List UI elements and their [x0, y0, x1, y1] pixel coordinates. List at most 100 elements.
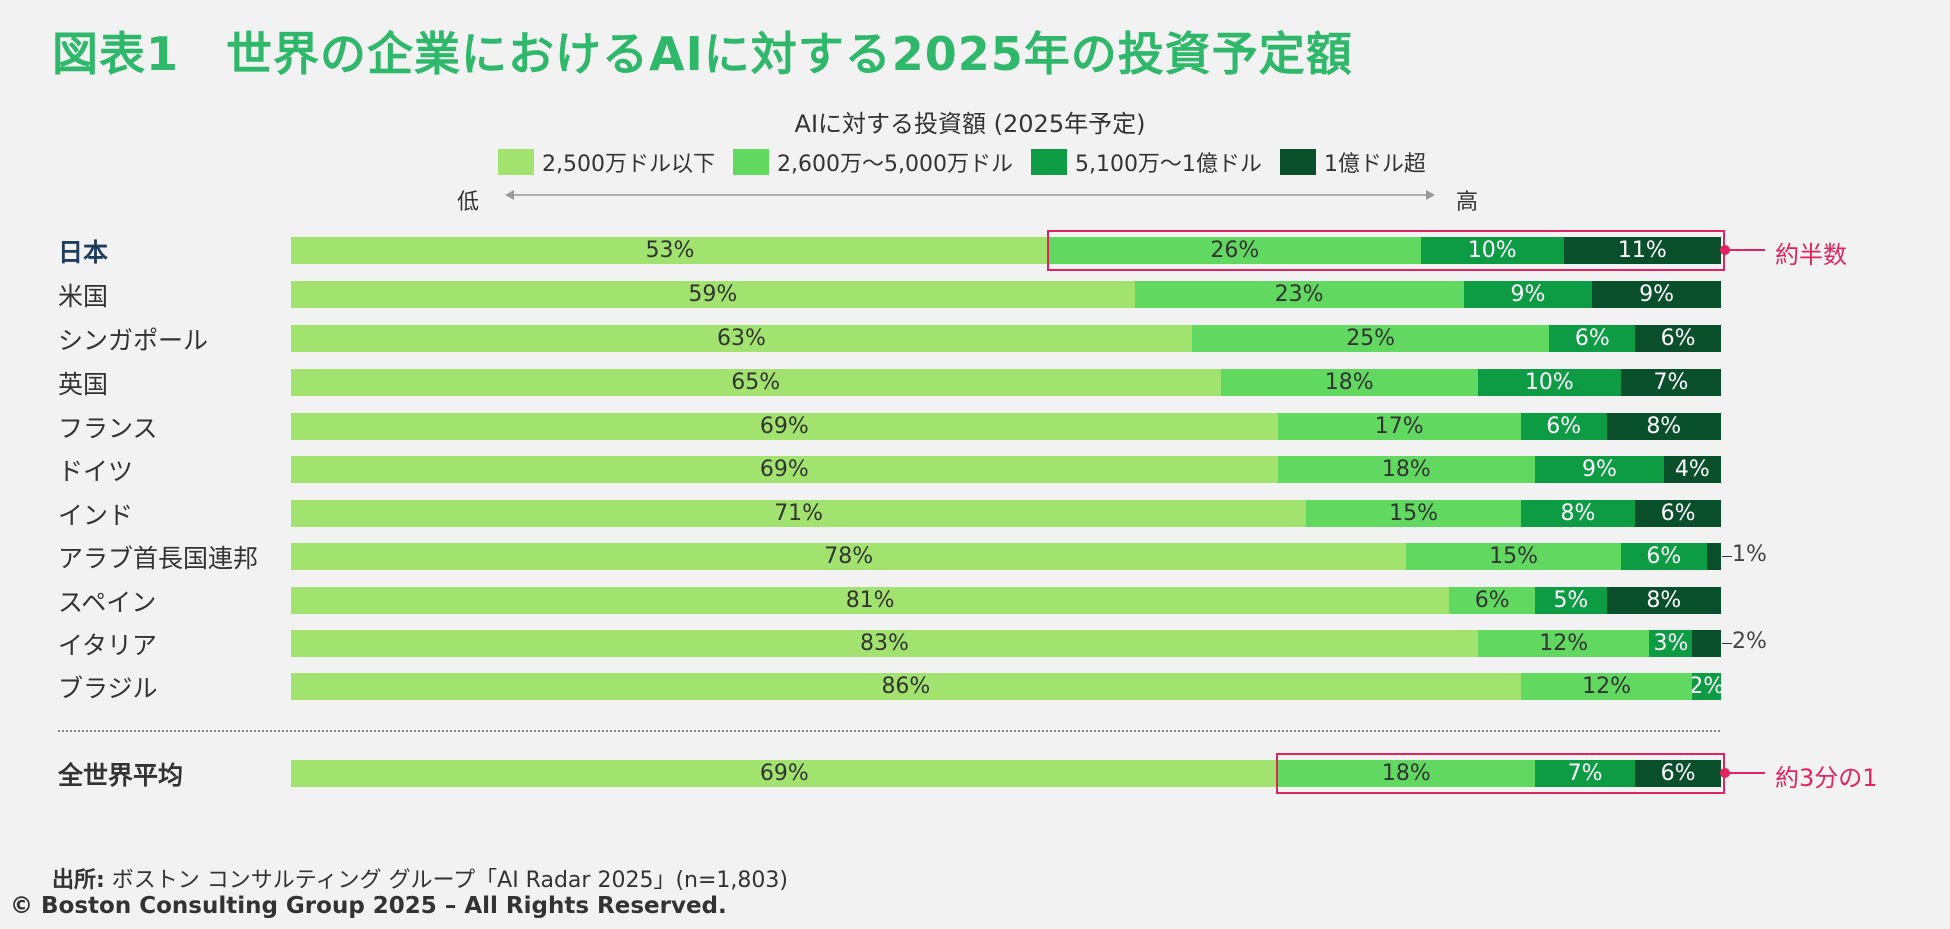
bar-value-label: 6% — [1660, 326, 1696, 351]
source-text: ボストン コンサルティング グループ「AI Radar 2025」(n=1,80… — [104, 868, 788, 893]
legend-item: 5,100万～1億ドル — [1030, 146, 1262, 178]
bar-value-label: 71% — [774, 501, 824, 526]
legend-label: 2,500万ドル以下 — [542, 152, 715, 177]
copyright: © Boston Consulting Group 2025 – All Rig… — [10, 893, 727, 919]
bar-segment: 25% — [1191, 325, 1550, 352]
bar-segment — [1706, 543, 1721, 570]
bar-row: 65% 18% 10% 7% — [291, 369, 1721, 396]
bar-segment: 23% — [1134, 281, 1464, 308]
bar-value-label: 9% — [1581, 457, 1617, 482]
bar-segment: 83% — [291, 630, 1478, 657]
bar-value-label: 9% — [1510, 282, 1546, 307]
bar-segment: 86% — [291, 673, 1521, 700]
legend-label: 1億ドル超 — [1323, 152, 1426, 177]
callout-text: 約3分の1 — [1775, 764, 1878, 792]
bar-value-label: 23% — [1274, 282, 1324, 307]
bar-value-label: 10% — [1467, 238, 1517, 263]
bar-segment: 11% — [1563, 237, 1721, 264]
bar-value-label: 7% — [1567, 761, 1603, 786]
bar-value-label-outside: 1% — [1732, 542, 1767, 567]
bar-segment: 78% — [291, 543, 1407, 570]
bar-value-label: 7% — [1653, 370, 1689, 395]
highlight-box — [1275, 753, 1725, 794]
bar-value-label: 4% — [1674, 457, 1710, 482]
bar-row: 81% 6% 5% 8% — [291, 587, 1721, 614]
bar-segment: 26% — [1048, 237, 1421, 264]
bar-value-label: 78% — [824, 544, 874, 569]
category-label: 英国 — [58, 370, 109, 399]
category-label: ドイツ — [58, 457, 134, 486]
bar-segment: 69% — [291, 760, 1278, 787]
category-label: ブラジル — [58, 674, 158, 703]
bar-segment: 12% — [1520, 673, 1693, 700]
bar-value-label: 86% — [881, 674, 931, 699]
bar-value-label: 15% — [1489, 544, 1539, 569]
bar-segment: 17% — [1277, 413, 1521, 440]
legend-swatch — [1279, 149, 1316, 175]
bar-segment: 69% — [291, 456, 1278, 483]
callout-text: 約半数 — [1775, 241, 1847, 269]
bar-segment: 59% — [291, 281, 1135, 308]
category-label: フランス — [58, 414, 158, 443]
bar-segment: 6% — [1635, 325, 1721, 352]
bar-segment: 12% — [1477, 630, 1650, 657]
bar-segment: 10% — [1477, 369, 1621, 396]
callout-line — [1725, 249, 1765, 251]
bar-value-label: 53% — [645, 238, 695, 263]
category-label: シンガポール — [58, 326, 209, 355]
bar-value-label: 6% — [1646, 544, 1682, 569]
divider — [58, 730, 1720, 732]
category-label: イタリア — [58, 631, 158, 660]
bar-segment: 7% — [1620, 369, 1721, 396]
leader-tick — [1722, 556, 1732, 557]
bar-segment: 4% — [1663, 456, 1721, 483]
bar-row: 78% 15% 6% — [291, 543, 1721, 570]
bar-segment: 2% — [1692, 673, 1721, 700]
bar-segment: 9% — [1592, 281, 1721, 308]
bar-value-label-outside: 2% — [1732, 629, 1767, 654]
legend-label: 2,600万～5,000万ドル — [776, 152, 1013, 177]
legend-swatch — [732, 149, 769, 175]
bar-value-label: 69% — [759, 457, 809, 482]
bar-segment: 15% — [1306, 500, 1521, 527]
bar-value-label: 17% — [1374, 414, 1424, 439]
bar-segment: 8% — [1520, 500, 1636, 527]
bar-segment: 15% — [1406, 543, 1621, 570]
bar-value-label: 63% — [716, 326, 766, 351]
bar-value-label: 8% — [1646, 588, 1682, 613]
callout-line — [1725, 772, 1765, 774]
bar-row: 86% 12% 2% — [291, 673, 1721, 700]
bar-value-label: 26% — [1210, 238, 1260, 263]
category-label: インド — [58, 501, 134, 530]
bar-segment: 5% — [1535, 587, 1607, 614]
bar-segment: 63% — [291, 325, 1192, 352]
bar-value-label: 6% — [1660, 501, 1696, 526]
bar-value-label: 69% — [759, 414, 809, 439]
category-label: アラブ首長国連邦 — [58, 544, 259, 573]
bar-row: 83% 12% 3% — [291, 630, 1721, 657]
legend: 2,500万ドル以下 2,600万～5,000万ドル 5,100万～1億ドル 1億ドル… — [498, 146, 1426, 178]
source-note: 出所: ボストン コンサルティング グループ「AI Radar 2025」(n=… — [52, 862, 788, 894]
bar-segment: 81% — [291, 587, 1450, 614]
legend-item: 1億ドル超 — [1279, 146, 1426, 178]
bar-value-label: 6% — [1574, 326, 1610, 351]
axis-high-label: 高 — [1456, 190, 1479, 215]
legend-label: 5,100万～1億ドル — [1074, 152, 1262, 177]
bar-value-label: 3% — [1653, 631, 1689, 656]
bar-segment: 8% — [1606, 587, 1721, 614]
bar-value-label: 18% — [1324, 370, 1374, 395]
bar-segment: 6% — [1549, 325, 1636, 352]
bar-row: 69% 17% 6% 8% — [291, 413, 1721, 440]
legend-title: AIに対する投資額 (2025年予定) — [794, 110, 1146, 138]
bar-value-label: 6% — [1660, 761, 1696, 786]
bar-segment — [1692, 630, 1721, 657]
category-label: スペイン — [58, 588, 157, 617]
bar-segment: 10% — [1420, 237, 1564, 264]
bar-row: 69% 18% 7% 6% — [291, 760, 1721, 787]
bar-value-label: 18% — [1381, 761, 1431, 786]
bar-segment: 7% — [1535, 760, 1636, 787]
bar-value-label: 6% — [1546, 414, 1582, 439]
category-label: 米国 — [58, 282, 109, 311]
bar-segment: 9% — [1463, 281, 1593, 308]
